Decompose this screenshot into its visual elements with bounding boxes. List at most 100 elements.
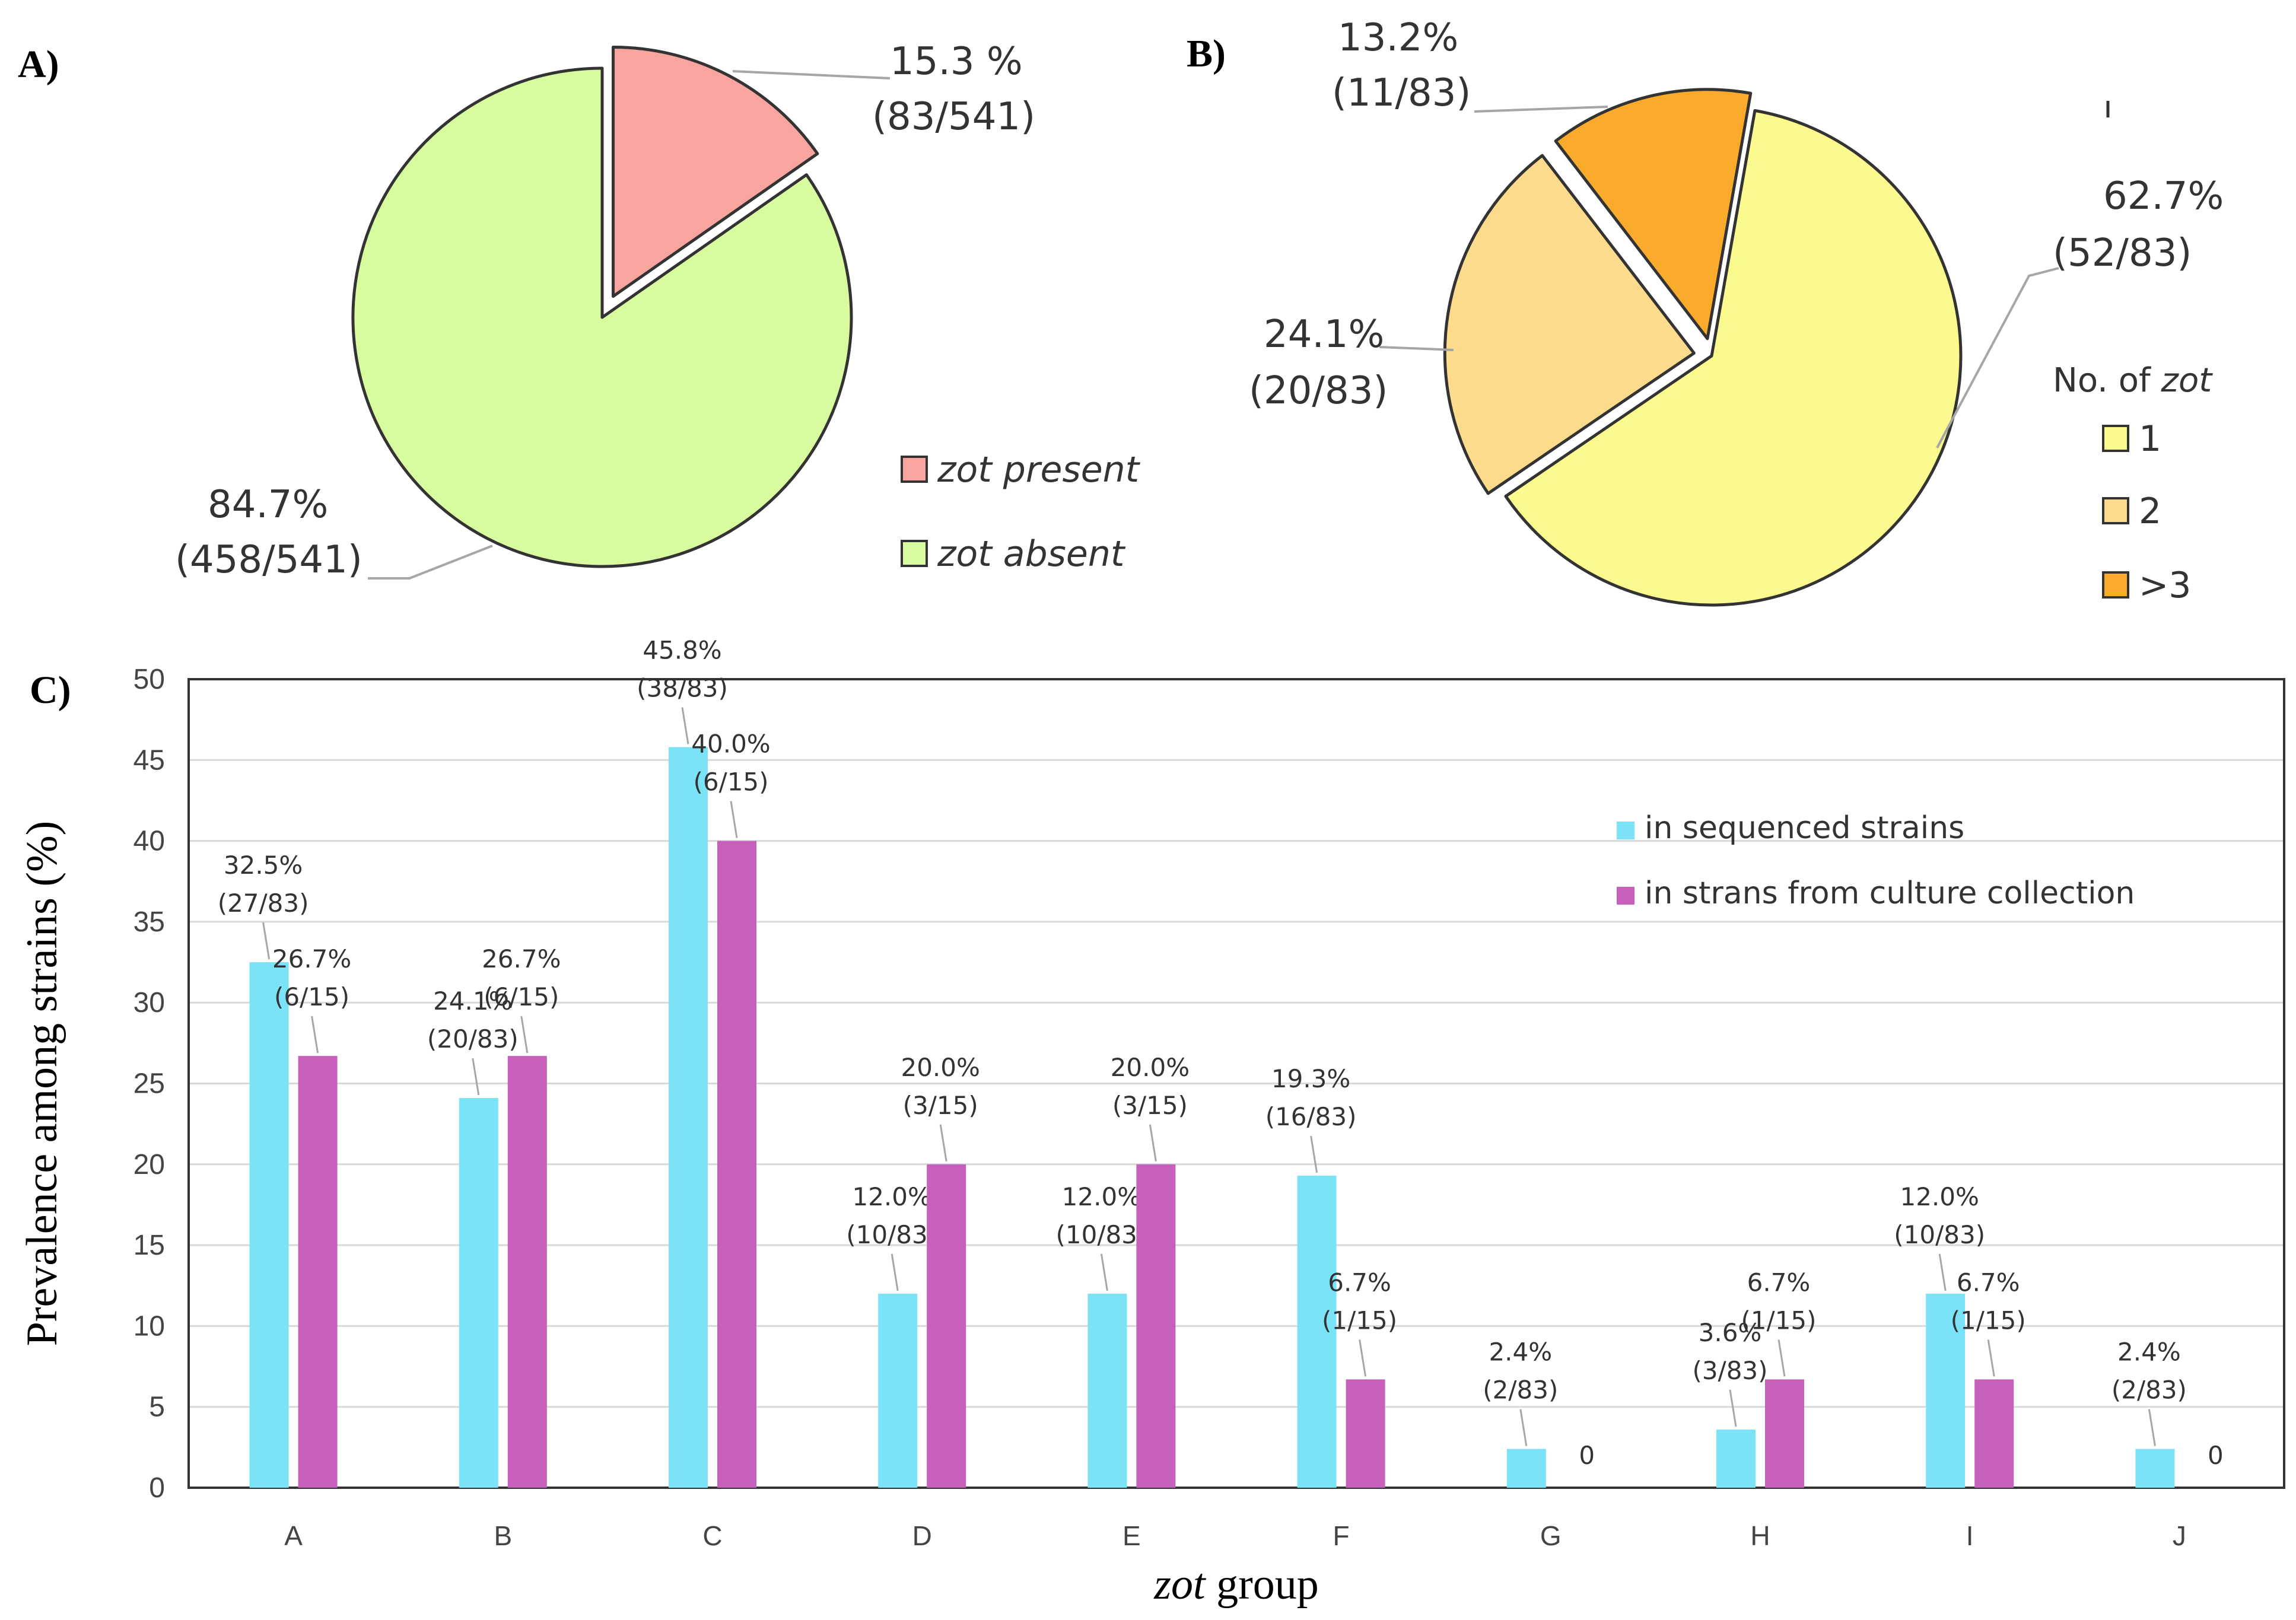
data-label-count: (6/15) [274,982,349,1011]
data-label-leader [1149,1124,1157,1162]
data-label-pct: 12.0% [852,1182,931,1211]
label-zot-present-pct: 15.3 % [890,40,1023,84]
data-label-leader [681,707,689,744]
data-label-count: (20/83) [427,1024,519,1054]
x-tick-label: F [1333,1520,1350,1551]
legend-swatch-zot-present [901,456,928,483]
legend-label-in-strans-from-culture-collection: in strans from culture collection [1645,876,2135,911]
pie-slice-2 [1443,154,1696,495]
bar-in-strans-from-culture-collection-a [298,1056,338,1488]
x-tick-label: B [494,1520,512,1551]
x-tick-label: C [702,1520,722,1551]
data-label-count: (10/83) [1894,1220,1985,1249]
data-label-pct: 45.8% [643,635,721,664]
bar-in-strans-from-culture-collection-d [927,1164,966,1488]
label-zot-absent-pct: 84.7% [208,483,328,527]
panel-a: A) 15.3 % (83/541) 84.7% (458/541) zot p… [18,40,1141,582]
data-label-count: (38/83) [637,673,728,702]
y-tick-label: 45 [133,744,165,776]
bar-in-strans-from-culture-collection-i [1974,1379,2014,1488]
data-label-count: (10/83) [1055,1220,1147,1249]
data-label-count: (10/83) [846,1220,937,1249]
bar-in-sequenced-strains-f [1297,1175,1337,1488]
y-tick-label: 15 [133,1230,165,1261]
panel-b: B) 13.2% (11/83) 62.7% (52/83) 24.1% (20… [1187,16,2224,607]
x-tick-label: E [1122,1520,1141,1551]
panel-c: C) 0 5 10 15 20 25 30 35 40 45 50 A 32.5% (27/83) 26.7… [18,635,2285,1609]
y-tick-label: 35 [133,906,165,938]
pie-chart-a [351,46,853,568]
bar-chart-c: 0 5 10 15 20 25 30 35 40 45 50 A 32.5% (27/83) 26.7% (6… [18,635,2285,1609]
data-label-pct: 32.5% [224,851,303,880]
label-zot-present-count: (83/541) [872,95,1035,139]
bar-in-sequenced-strains-a [249,962,289,1488]
y-axis-title: Prevalence among strains (%) [18,821,66,1347]
label-2-count: (20/83) [1249,369,1388,413]
label-2-pct: 24.1% [1264,313,1384,357]
data-label-count: (2/83) [2111,1376,2187,1405]
label-gt3-pct: 13.2% [1338,16,1458,60]
x-tick-label: H [1750,1520,1770,1551]
data-label-leader [939,1124,947,1162]
data-label-pct: 3.6% [1699,1318,1762,1347]
data-label-count: (3/83) [1692,1356,1767,1385]
data-label-count: (2/83) [1483,1376,1558,1405]
label-1-count: (52/83) [2053,231,2192,275]
data-label-leader [1359,1339,1367,1377]
data-label-leader [1519,1409,1528,1446]
data-label-leader [520,1016,529,1054]
data-label-count: (16/83) [1265,1102,1357,1131]
data-label-pct: 20.0% [1111,1053,1190,1082]
x-tick-label: G [1540,1520,1562,1551]
label-zot-absent-count: (458/541) [175,538,362,582]
legend-label-1: 1 [2139,418,2161,460]
pie-slice-zot-absent [351,66,853,568]
plot-frame [187,678,2285,1489]
legend-label-zot-absent: zot absent [937,533,1126,575]
bar-in-strans-from-culture-collection-b [507,1056,547,1488]
y-tick-label: 30 [133,987,165,1019]
x-tick-label: I [1966,1520,1974,1551]
pie-slice-1 [1504,109,1963,607]
legend-label-zot-present: zot present [937,449,1141,491]
data-label-pct: 26.7% [272,944,351,973]
bar-in-strans-from-culture-collection-h [1765,1379,1804,1488]
legend-swatch-1 [2102,425,2129,452]
x-axis-title: zot group [1153,1560,1319,1609]
legend-swatch-in-sequenced-strains [1617,822,1634,839]
data-label-leader [2148,1409,2156,1446]
data-label-pct: 6.7% [1957,1268,2020,1297]
bar-in-sequenced-strains-b [459,1098,498,1488]
pie-slice-zot-present [611,46,819,298]
bar-in-sequenced-strains-g [1506,1449,1546,1488]
data-label: 0 [1579,1441,1595,1470]
data-label-leader [1729,1389,1737,1427]
leader-zot-present [732,70,891,79]
label-gt3-count: (11/83) [1332,71,1471,115]
data-label-leader [730,801,738,838]
x-tick-label: A [284,1520,303,1551]
data-label-pct: 6.7% [1328,1268,1391,1297]
legend-swatch-2 [2102,497,2129,524]
leader-slice-1 [1936,267,2059,448]
y-tick-label: 40 [133,826,165,857]
data-label-count: (27/83) [218,889,309,918]
data-label-leader [311,1016,319,1054]
data-label-pct: 24.1% [433,986,512,1016]
x-tick-label: D [912,1520,932,1551]
y-tick-label: 20 [133,1149,165,1180]
legend-label-2: 2 [2139,491,2161,532]
legend-label-gt3: >3 [2139,565,2191,606]
leader-slice-2 [1379,346,1454,351]
data-label-count: (1/15) [1951,1306,2026,1335]
data-label-count: (3/15) [1112,1091,1188,1120]
data-label-leader [262,922,271,960]
bar-in-sequenced-strains-i [1926,1293,1966,1488]
pie-slice-3 [1554,88,1753,340]
bar-in-sequenced-strains-e [1087,1293,1127,1488]
data-label-pct: 19.3% [1271,1064,1350,1093]
panel-a-label: A) [18,43,59,86]
data-label-count: (6/15) [484,982,559,1011]
data-label-count: (6/15) [693,768,768,797]
legend-swatch-in-strans-from-culture-collection [1617,887,1634,905]
